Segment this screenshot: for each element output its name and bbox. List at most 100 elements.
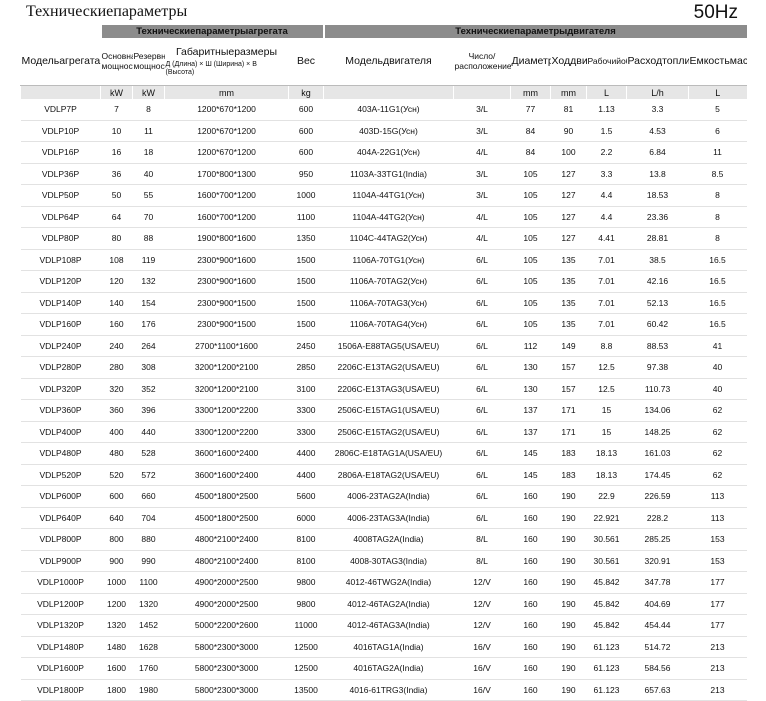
data-cell: 2300*900*1600 [164,270,289,293]
data-cell: 3600*1600*2400 [164,442,289,465]
data-cell: 660 [132,485,165,508]
data-cell: 8.5 [688,163,747,185]
data-cell: 226.59 [626,485,689,508]
data-cell: 160 [510,636,551,658]
data-row: VDLP360P 360 396 3300*1200*2200 3300 2506C-E1… [20,399,747,422]
data-cell: 160 [510,571,551,594]
frequency-label: 50Hz [693,2,738,23]
table-body: Техническиепараметрыагрегата Техническиеп… [20,25,747,701]
data-cell: 135 [550,292,587,314]
data-cell: 8 [688,227,747,250]
data-cell: 177 [688,614,747,637]
data-cell: 160 [510,550,551,572]
data-cell: 127 [550,227,587,250]
group-header: Техническиепараметрыдвигателя [322,25,747,38]
data-cell: 15 [586,421,627,443]
data-cell: 8/L [453,550,511,572]
data-cell: 16/V [453,679,511,701]
data-cell: 45.842 [586,593,627,615]
blank-cell [323,85,454,99]
data-cell: 404.69 [626,593,689,615]
data-cell: 160 [510,657,551,680]
data-cell: VDLP480P [20,442,101,465]
data-cell: 10 [100,120,133,142]
data-cell: 7.01 [586,270,627,293]
data-cell: 1506A-E88TAG5(USA/EU) [323,335,454,357]
unit-cell: mm [164,85,289,99]
data-cell: 42.16 [626,270,689,293]
data-cell: 2806C-E18TAG1A(USA/EU) [323,442,454,465]
data-cell: VDLP140P [20,292,101,314]
data-cell: 1.13 [586,99,627,121]
data-row: VDLP640P 640 704 4500*1800*2500 6000 4006-23T… [20,507,747,529]
data-cell: 64 [100,206,133,228]
data-cell: 38.5 [626,249,689,271]
data-cell: 4/L [453,227,511,250]
data-cell: VDLP7P [20,99,101,121]
data-cell: 800 [100,528,133,551]
data-cell: 100 [550,141,587,164]
data-cell: 4800*2100*2400 [164,550,289,572]
data-cell: 160 [510,593,551,615]
data-cell: 12500 [288,657,324,680]
data-row: VDLP1000P 1000 1100 4900*2000*2500 9800 4012-… [20,571,747,594]
data-row: VDLP7P 7 8 1200*670*1200 600 403A-11G1(Усн) 3/… [20,99,747,121]
header-text: Модельагрегата [21,55,101,67]
data-cell: 1106A-70TAG2(Усн) [323,270,454,293]
data-cell: VDLP36P [20,163,101,185]
unit-cell: mm [510,85,551,99]
data-cell: VDLP900P [20,550,101,572]
data-cell: 240 [100,335,133,357]
data-row: VDLP280P 280 308 3200*1200*2100 2850 2206C-E1… [20,356,747,379]
data-row: VDLP140P 140 154 2300*900*1500 1500 1106A-70T… [20,292,747,314]
data-cell: 190 [550,679,587,701]
data-cell: 600 [288,99,324,121]
data-cell: 4006-23TAG2A(India) [323,485,454,508]
data-cell: 6/L [453,356,511,379]
data-row: VDLP50P 50 55 1600*700*1200 1000 1104A-44TG1(… [20,184,747,207]
data-cell: 352 [132,378,165,400]
data-cell: 1106A-70TAG4(Усн) [323,313,454,336]
data-cell: 900 [100,550,133,572]
data-cell: 190 [550,550,587,572]
data-row: VDLP80P 80 88 1900*800*1600 1350 1104C-44TAG2… [20,227,747,250]
unit-cell: L [586,85,627,99]
data-cell: 1800 [100,679,133,701]
data-cell: 320.91 [626,550,689,572]
data-cell: 6000 [288,507,324,529]
data-cell: 4/L [453,206,511,228]
data-cell: 6/L [453,464,511,486]
data-cell: 228.2 [626,507,689,529]
data-cell: 1500 [288,249,324,271]
data-cell: 171 [550,421,587,443]
data-cell: 119 [132,249,165,271]
data-cell: 2206C-E13TAG2(USA/EU) [323,356,454,379]
data-cell: 190 [550,614,587,637]
data-row: VDLP1600P 1600 1760 5800*2300*3000 12500 4016… [20,657,747,680]
data-cell: 45.842 [586,614,627,637]
data-cell: VDLP360P [20,399,101,422]
data-row: VDLP16P 16 18 1200*670*1200 600 404A-22G1(Усн… [20,141,747,164]
data-cell: 213 [688,679,747,701]
data-cell: 28.81 [626,227,689,250]
data-cell: 1000 [288,184,324,207]
data-cell: 1600*700*1200 [164,184,289,207]
data-cell: 22.921 [586,507,627,529]
data-cell: 13500 [288,679,324,701]
data-cell: 6/L [453,292,511,314]
data-cell: 77 [510,99,551,121]
data-cell: 1103A-33TG1(India) [323,163,454,185]
data-row: VDLP120P 120 132 2300*900*1600 1500 1106A-70T… [20,270,747,293]
data-cell: 8100 [288,550,324,572]
data-cell: 154 [132,292,165,314]
data-cell: 4800*2100*2400 [164,528,289,551]
data-cell: 160 [510,614,551,637]
data-cell: 2206C-E13TAG3(USA/EU) [323,378,454,400]
data-cell: 113 [688,485,747,508]
data-cell: 5800*2300*3000 [164,679,289,701]
data-cell: 132 [132,270,165,293]
data-cell: 8 [688,206,747,228]
data-cell: VDLP16P [20,141,101,164]
data-cell: 308 [132,356,165,379]
dimension-note: Д (Длина) × Ш (Ширина) × В (Высота) [165,60,257,76]
